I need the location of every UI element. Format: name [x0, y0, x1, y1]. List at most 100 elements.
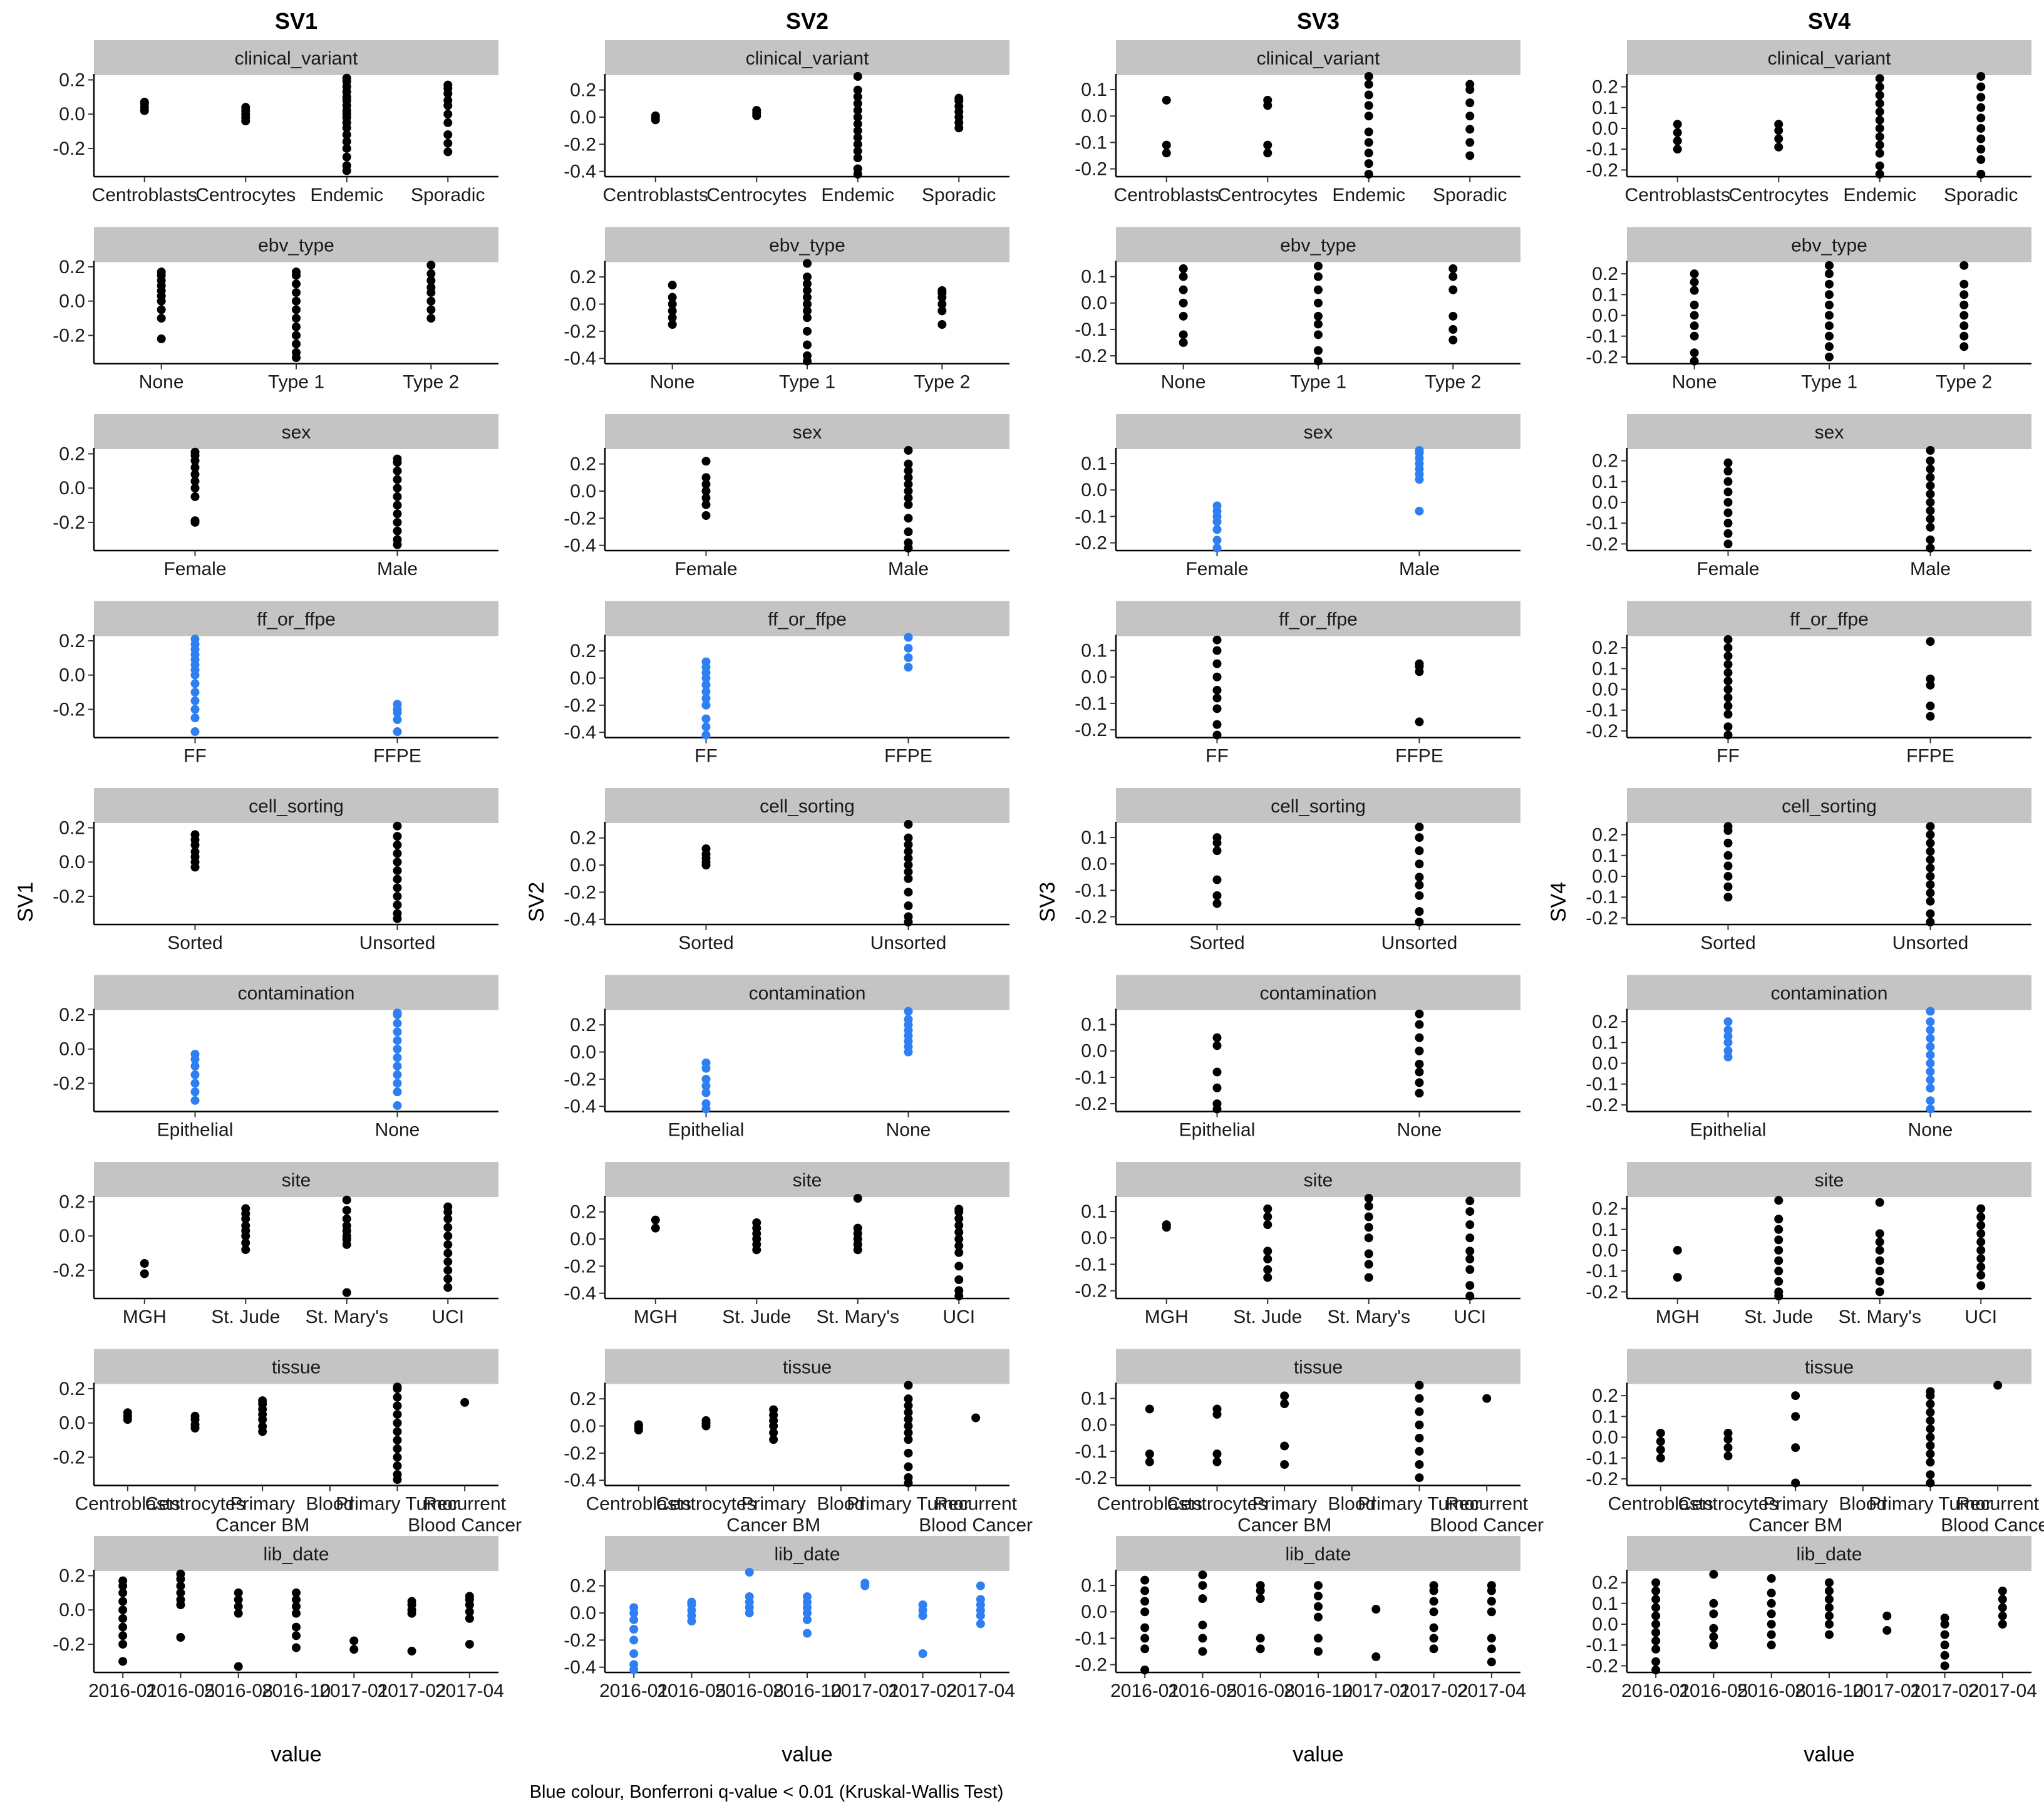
data-point	[1926, 680, 1935, 690]
facet-strip-label: ebv_type	[1280, 236, 1356, 256]
data-point	[393, 909, 402, 918]
data-point	[1212, 1067, 1222, 1077]
data-point	[1723, 702, 1733, 711]
facet-panel: tissue 0.1 0.0 -0.1 -0.2 CentroblastsCentrocy…	[1075, 1349, 1544, 1536]
y-tick-label: 0.0	[1592, 679, 1618, 700]
data-point	[234, 1588, 243, 1597]
facet-strip	[605, 414, 1009, 449]
data-point	[1825, 1619, 1834, 1629]
data-point	[393, 891, 402, 901]
y-tick-label: 0.2	[1592, 1386, 1618, 1406]
y-tick-label: -0.2	[1075, 1468, 1107, 1488]
data-point	[1465, 1220, 1475, 1230]
data-point	[241, 103, 250, 112]
data-point	[292, 322, 301, 331]
data-point	[1926, 838, 1935, 848]
data-point	[1723, 882, 1733, 891]
x-tick-label: Centroblasts	[603, 185, 708, 205]
facet-strip	[1116, 414, 1520, 449]
data-point	[1825, 261, 1834, 270]
data-point	[1825, 1578, 1834, 1587]
data-point	[668, 306, 677, 316]
y-tick-label: 0.1	[1081, 1575, 1107, 1596]
data-point	[1926, 1449, 1935, 1459]
data-point	[118, 1597, 128, 1606]
column-title: SV3	[1297, 8, 1339, 34]
data-point	[1212, 672, 1222, 682]
data-point	[904, 1435, 913, 1444]
y-tick-label: 0.0	[570, 668, 596, 689]
data-point	[904, 487, 913, 495]
facet-strip-label: cell_sorting	[1782, 796, 1877, 817]
x-tick-label: St. Mary's	[1839, 1307, 1921, 1327]
facet-strip	[94, 227, 498, 262]
data-point	[118, 1657, 128, 1666]
data-point	[1448, 272, 1458, 281]
data-point	[701, 480, 711, 489]
x-tick-label: Blood Cancer	[1941, 1515, 2044, 1536]
y-tick-label: 0.0	[1592, 118, 1618, 139]
data-point	[853, 85, 862, 95]
data-point	[1212, 501, 1222, 511]
data-point	[443, 1240, 453, 1249]
data-point	[1256, 1634, 1265, 1643]
y-tick-label: -0.2	[1075, 346, 1107, 366]
data-point	[1198, 1581, 1207, 1590]
data-point	[393, 1087, 402, 1097]
y-tick-label: 0.1	[1081, 827, 1107, 848]
data-point	[176, 1588, 185, 1597]
data-point	[1976, 1237, 1986, 1247]
facet-strip	[605, 1162, 1009, 1197]
y-tick-label: 0.1	[1081, 1389, 1107, 1409]
x-tick-label: Female	[1696, 559, 1759, 579]
facet-strip-label: tissue	[1294, 1357, 1343, 1378]
data-point	[1263, 1247, 1272, 1256]
data-point	[1926, 1050, 1935, 1060]
data-point	[118, 1631, 128, 1641]
data-point	[1179, 330, 1188, 340]
data-point	[1263, 95, 1272, 105]
data-point	[904, 643, 913, 653]
data-point	[1926, 1458, 1935, 1467]
data-point	[803, 313, 812, 323]
data-point	[393, 727, 402, 737]
x-tick-label: Centroblasts	[1608, 1494, 1713, 1515]
data-point	[190, 492, 200, 501]
x-tick-label: St. Mary's	[817, 1307, 899, 1327]
data-point	[393, 700, 402, 709]
x-tick-label: Recurrent	[1445, 1494, 1528, 1515]
data-point	[1774, 1225, 1783, 1234]
data-point	[426, 296, 436, 306]
data-point	[1415, 506, 1424, 516]
x-tick-label: Female	[674, 559, 737, 579]
data-point	[1415, 859, 1424, 869]
data-point	[1673, 128, 1682, 137]
data-point	[443, 1231, 453, 1241]
facet-strip	[1116, 975, 1520, 1010]
data-point	[1651, 1657, 1661, 1666]
column-title: SV1	[275, 8, 317, 34]
facet-strip-label: site	[1304, 1170, 1333, 1191]
data-point	[393, 883, 402, 893]
data-point	[393, 1019, 402, 1028]
data-point	[1767, 1609, 1776, 1619]
facet-strip-label: clinical_variant	[1257, 48, 1380, 69]
data-point	[443, 147, 453, 157]
data-point	[1415, 891, 1424, 900]
data-point	[1926, 1407, 1935, 1417]
data-point	[1256, 1644, 1265, 1654]
data-point	[752, 1218, 761, 1227]
x-tick-label: Cancer BM	[726, 1515, 820, 1536]
data-point	[1690, 321, 1699, 331]
facet-strip-label: clinical_variant	[1768, 48, 1891, 69]
data-point	[393, 866, 402, 875]
data-point	[1709, 1609, 1718, 1619]
data-point	[1256, 1594, 1265, 1604]
x-tick-label: Unsorted	[359, 933, 436, 953]
x-tick-label: 2017-01	[1341, 1681, 1410, 1701]
data-point	[1162, 148, 1171, 158]
x-axis-label: value	[271, 1743, 321, 1766]
facet-strip	[1116, 1349, 1520, 1384]
data-point	[1690, 356, 1699, 366]
y-tick-label: 0.0	[570, 294, 596, 315]
